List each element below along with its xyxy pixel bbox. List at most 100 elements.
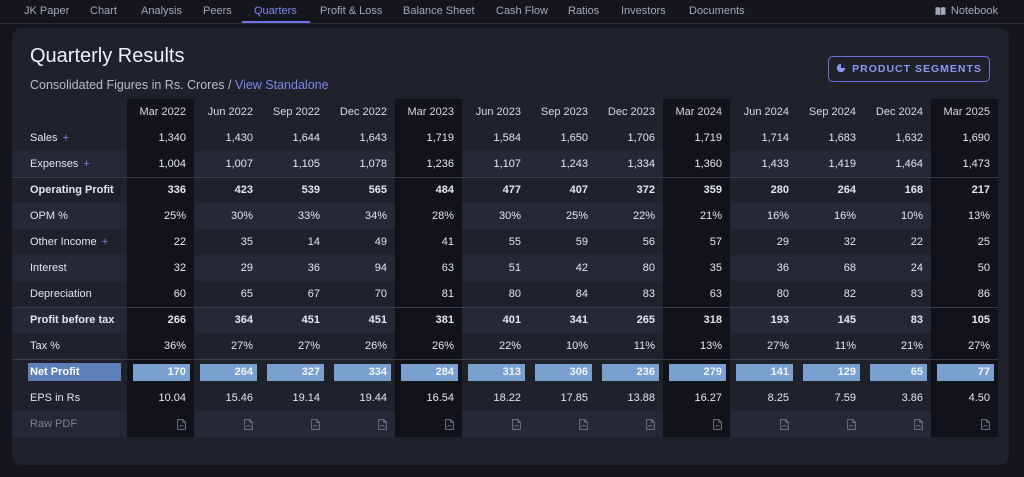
notebook-button[interactable]: Notebook [935,5,998,17]
raw-pdf-cell [663,411,730,437]
table-cell: 81 [395,281,462,307]
nav-company[interactable]: JK Paper [24,5,70,17]
nav-investors[interactable]: Investors [621,5,666,17]
plus-icon[interactable]: + [80,157,90,170]
table-cell: 56 [596,229,663,255]
table-cell: 80 [462,281,529,307]
net-profit-bar [468,363,525,381]
plus-icon[interactable]: + [98,236,109,248]
pdf-file-icon[interactable] [713,418,722,430]
nav-cash-flow[interactable]: Cash Flow [496,5,548,17]
table-cell: 264 [797,176,864,203]
table-cell: 1,714 [730,125,797,151]
table-cell: 451 [261,306,328,333]
table-cell: 170 [127,358,194,385]
product-segments-button[interactable]: PRODUCT SEGMENTS [828,56,990,82]
pdf-file-icon[interactable] [981,418,990,430]
raw-pdf-cell [596,411,663,437]
net-profit-bar [870,363,927,381]
table-cell: 129 [797,358,864,385]
table-cell: 7.59 [797,385,864,411]
table-cell: 77 [931,358,998,385]
table-cell: 1,643 [328,125,395,151]
table-cell: 280 [730,176,797,203]
table-cell: 57 [663,229,730,255]
table-cell: 477 [462,176,529,203]
nav-quarters[interactable]: Quarters [254,5,297,17]
row-label[interactable]: Expenses + [12,151,127,177]
table-cell: 36 [261,255,328,281]
table-cell: 364 [194,306,261,333]
nav-documents[interactable]: Documents [689,5,745,17]
table-cell: 50 [931,255,998,281]
quarter-header: Mar 2025 [931,99,998,125]
table-cell: 1,007 [194,151,261,177]
table-cell: 22 [127,229,194,255]
table-cell: 34% [328,203,395,229]
raw-pdf-cell [864,411,931,437]
table-cell: 423 [194,176,261,203]
table-cell: 1,340 [127,125,194,151]
table-cell: 264 [194,358,261,385]
table-cell: 4.50 [931,385,998,411]
pdf-file-icon[interactable] [378,418,387,430]
table-row: Net Profit 170 264 327 334 284 313 306 236 279 141… [12,358,998,385]
nav-ratios[interactable]: Ratios [568,5,600,17]
table-cell: 13% [663,333,730,359]
table-cell: 80 [596,255,663,281]
table-header-row: Mar 2022 Jun 2022 Sep 2022 Dec 2022 Mar 2023… [12,99,998,125]
net-profit-value: 327 [301,366,320,379]
nav-balance-sheet[interactable]: Balance Sheet [403,5,475,17]
row-label: Operating Profit [12,176,127,203]
row-label-text: Expenses [30,157,79,170]
pdf-file-icon[interactable] [512,418,521,430]
book-icon [935,6,946,16]
pdf-file-icon[interactable] [579,418,588,430]
nav-chart[interactable]: Chart [90,5,117,17]
table-cell: 33% [261,203,328,229]
quarter-header: Dec 2024 [875,106,923,118]
nav-analysis[interactable]: Analysis [141,5,182,17]
table-cell: 401 [462,306,529,333]
table-cell: 1,464 [864,151,931,177]
row-label-text: OPM % [30,210,68,222]
table-cell: 565 [328,176,395,203]
table-cell: 1,004 [127,151,194,177]
pdf-file-icon[interactable] [914,418,923,430]
nav-peers[interactable]: Peers [203,5,232,17]
table-cell: 67 [261,281,328,307]
row-label[interactable]: Other Income + [12,229,127,255]
table-cell: 29 [730,229,797,255]
table-cell: 42 [529,255,596,281]
table-cell: 10% [864,203,931,229]
net-profit-bar [669,363,726,381]
quarter-header: Mar 2024 [663,99,730,125]
pdf-file-icon[interactable] [244,418,253,430]
table-cell: 65 [864,358,931,385]
nav-profit-loss[interactable]: Profit & Loss [320,5,383,17]
table-cell: 265 [596,306,663,333]
table-cell: 1,430 [194,125,261,151]
pdf-file-icon[interactable] [780,418,789,430]
view-standalone-link[interactable]: View Standalone [234,78,329,92]
row-label: Profit before tax [12,306,127,333]
pdf-file-icon[interactable] [311,418,320,430]
quarter-header: Jun 2023 [475,106,521,118]
row-label-text: Operating Profit [30,184,114,197]
pdf-file-icon[interactable] [445,418,454,430]
table-row: Expenses +1,004 1,007 1,105 1,078 1,236 1,107… [12,151,998,177]
table-cell: 1,236 [395,151,462,177]
pdf-file-icon[interactable] [847,418,856,430]
table-cell: 10% [529,333,596,359]
row-label-text: Tax % [30,339,60,352]
pdf-file-icon[interactable] [646,418,655,430]
net-profit-bar [602,363,659,381]
row-label: OPM % [12,203,127,229]
table-cell: 83 [864,281,931,307]
pdf-file-icon[interactable] [177,418,186,430]
table-cell: 1,584 [462,125,529,151]
row-label[interactable]: Sales + [12,125,127,151]
table-row: EPS in Rs 10.04 15.46 19.14 19.44 16.54 18.22 1… [12,385,998,411]
raw-pdf-cell [127,411,194,437]
plus-icon[interactable]: + [59,132,70,144]
